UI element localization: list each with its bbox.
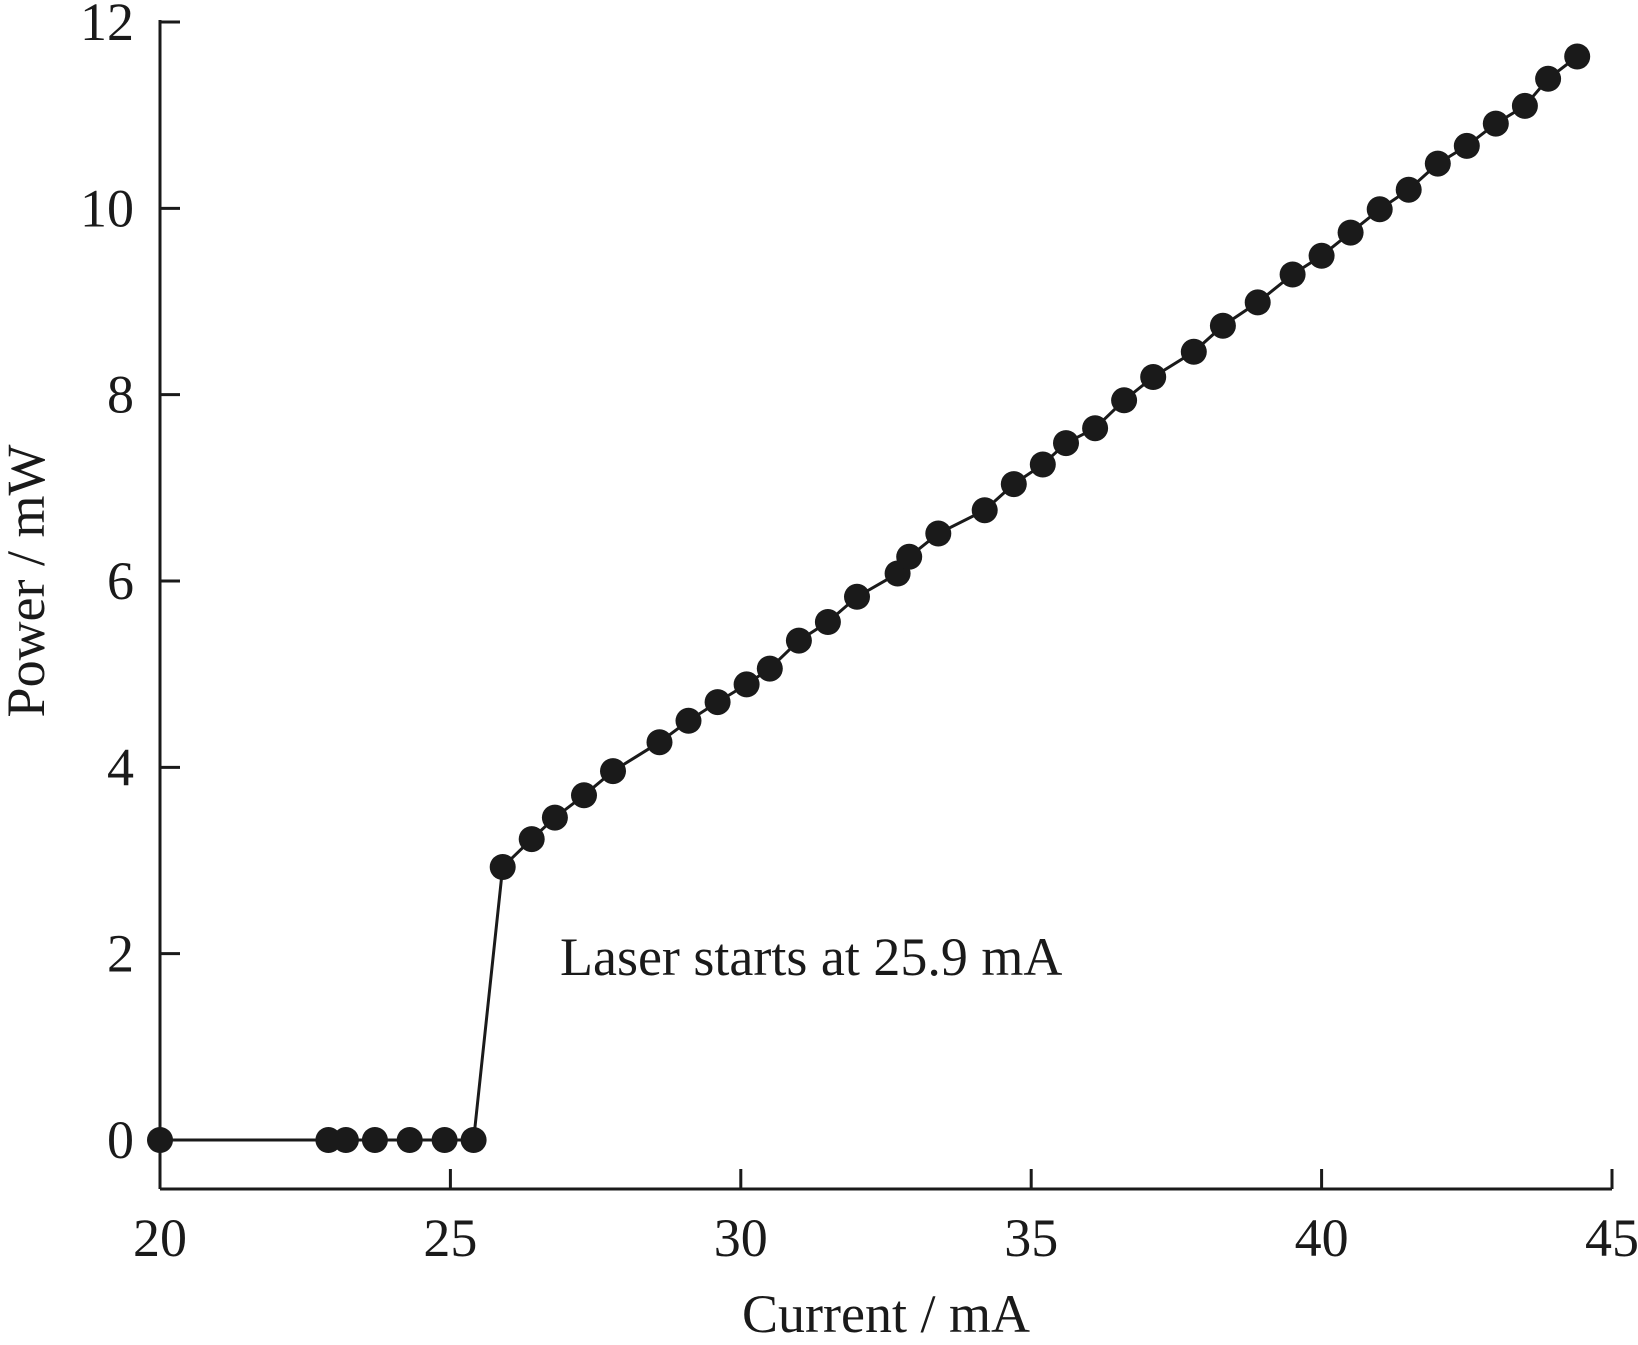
data-point [1244,289,1271,316]
data-point [1111,387,1138,414]
data-point [1511,92,1538,119]
data-point [1308,242,1335,269]
data-point [1453,132,1480,159]
data-point [600,758,626,785]
data-point [1482,110,1509,137]
y-tick-label: 8 [107,365,134,425]
data-point [1366,196,1393,223]
data-point [1180,338,1207,365]
y-tick-label: 10 [80,178,134,238]
data-point [1535,65,1562,92]
data-point [1395,176,1422,203]
data-point [756,655,783,682]
y-axis-title: Power / mW [0,444,56,717]
data-point [571,782,597,809]
data-point [1053,430,1079,457]
data-point [1029,451,1056,478]
threshold-annotation: Laser starts at 25.9 mA [560,927,1062,987]
ticks: 20 25 30 35 40 45 0 2 4 6 8 10 12 [80,0,1638,1268]
data-point [460,1127,487,1153]
data-point [1209,312,1236,339]
data-point [844,583,870,610]
y-tick-label: 6 [107,551,134,611]
data-point [675,707,702,734]
data-point [1082,415,1109,442]
data-point [1564,43,1591,70]
series [147,43,1591,1153]
x-tick-label: 40 [1295,1208,1349,1268]
y-tick-label: 4 [107,737,134,797]
data-point [489,854,516,880]
data-point [925,520,952,547]
data-point [1424,150,1451,177]
data-point [1000,471,1027,498]
data-point [971,497,998,524]
data-point [396,1127,423,1153]
data-point [1140,364,1167,390]
data-point [704,689,731,716]
x-tick-label: 25 [423,1208,477,1268]
y-tick-label: 0 [107,1110,134,1170]
axes [158,20,1612,1191]
x-axis-title: Current / mA [742,1284,1030,1344]
x-tick-label: 35 [1004,1208,1058,1268]
data-point [361,1127,388,1153]
data-point [147,1127,173,1153]
data-point [518,826,545,853]
y-tick-label: 12 [80,0,134,52]
data-point [332,1127,359,1153]
data-point [896,543,923,570]
data-point [814,609,841,635]
data-point [541,804,568,831]
y-tick-label: 2 [107,924,134,984]
x-tick-label: 30 [714,1208,768,1268]
data-point [733,671,760,698]
data-point [1279,261,1306,288]
x-tick-label: 20 [133,1208,187,1268]
x-tick-label: 45 [1585,1208,1638,1268]
data-point [1337,219,1364,246]
data-point [785,627,812,654]
data-point [646,729,673,756]
data-point [431,1127,458,1153]
